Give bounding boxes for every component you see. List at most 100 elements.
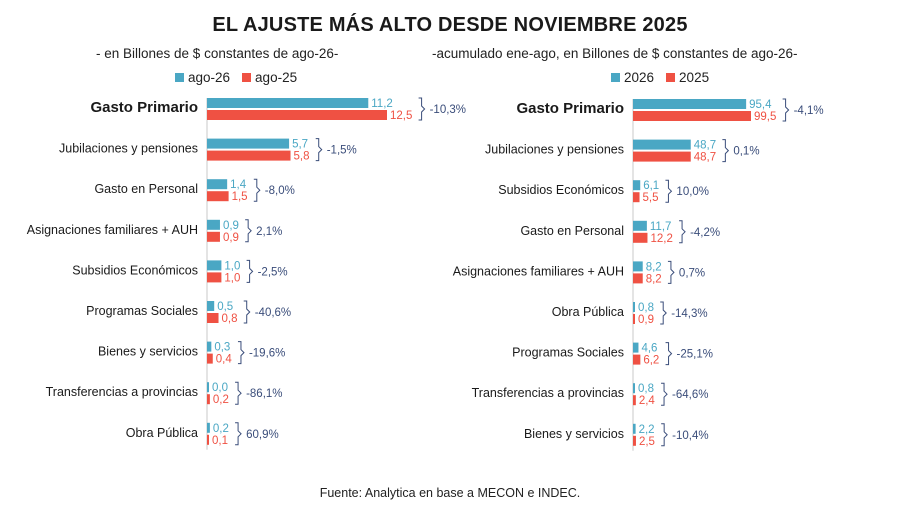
bar-series-a: [207, 382, 209, 393]
change-bracket: [253, 178, 261, 202]
legend-swatch-series-b: [242, 73, 252, 82]
data-label-series-b: 99,5: [754, 111, 776, 123]
data-label-series-a: 4,6: [641, 343, 657, 355]
category-label: Bienes y servicios: [524, 427, 624, 441]
category-label: Obra Pública: [552, 305, 624, 319]
change-bracket: [722, 139, 730, 163]
legend-swatch-series-b: [666, 73, 676, 82]
change-bracket: [245, 219, 252, 243]
change-bracket: [782, 98, 790, 122]
bar-series-b: [633, 314, 635, 324]
change-bracket: [679, 220, 686, 244]
change-label: -19,6%: [249, 348, 285, 360]
category-label: Jubilaciones y pensiones: [59, 142, 198, 156]
data-label-series-b: 0,9: [223, 232, 239, 244]
legend-label-series-a: ago-26: [188, 70, 231, 85]
data-label-series-a: 11,2: [371, 98, 393, 110]
change-label: 10,0%: [676, 186, 709, 198]
bar-series-a: [207, 138, 290, 149]
data-label-series-a: 11,7: [650, 221, 672, 233]
bar-series-b: [633, 192, 640, 203]
legend-label-series-b: ago-25: [255, 70, 298, 85]
right-chart-legend: 2026 2025: [611, 70, 721, 85]
data-label-series-b: 0,2: [213, 394, 229, 406]
legend-item-series-a: ago-26: [175, 70, 230, 85]
category-label: Asignaciones familiares + AUH: [27, 223, 198, 237]
bar-series-b: [207, 272, 222, 283]
legend-label-series-b: 2025: [679, 70, 710, 85]
change-label: -2,5%: [258, 266, 288, 278]
change-label: -10,4%: [672, 430, 708, 442]
bar-series-a: [633, 220, 647, 231]
bar-series-a: [207, 341, 212, 352]
data-label-series-b: 48,7: [694, 152, 716, 164]
category-label: Bienes y servicios: [98, 345, 198, 359]
data-label-series-b: 12,2: [650, 233, 672, 245]
category-label: Programas Sociales: [512, 346, 624, 360]
category-label: Subsidios Económicos: [72, 263, 198, 277]
category-label: Programas Sociales: [86, 304, 198, 318]
category-label: Gasto en Personal: [94, 182, 198, 196]
bar-series-b: [633, 151, 691, 162]
data-label-series-a: 1,4: [230, 179, 247, 191]
left-bar-chart: Gasto Primario 11,212,5 -10,3% Jubilaciones…: [27, 97, 466, 450]
data-label-series-b: 1,5: [232, 191, 248, 203]
change-label: -8,0%: [265, 185, 295, 197]
data-label-series-b: 12,5: [390, 110, 412, 122]
data-label-series-a: 95,4: [749, 99, 772, 111]
data-label-series-a: 0,3: [214, 342, 230, 354]
change-bracket: [235, 381, 242, 405]
data-label-series-a: 48,7: [694, 140, 716, 152]
data-label-series-b: 1,0: [224, 272, 240, 284]
bar-series-b: [633, 395, 636, 406]
bar-series-b: [207, 394, 210, 405]
data-label-series-b: 5,8: [294, 151, 310, 163]
data-label-series-b: 5,5: [643, 192, 659, 204]
category-label: Obra Pública: [126, 426, 198, 440]
category-label: Jubilaciones y pensiones: [485, 143, 624, 157]
legend-label-series-a: 2026: [624, 70, 655, 85]
bar-series-a: [207, 422, 210, 433]
change-bracket: [315, 138, 323, 162]
change-label: -1,5%: [327, 145, 357, 157]
legend-item-series-b: ago-25: [242, 70, 297, 85]
category-label: Gasto Primario: [516, 100, 624, 117]
bar-series-b: [633, 435, 636, 446]
data-label-series-a: 0,9: [223, 220, 239, 232]
change-label: -64,6%: [672, 389, 708, 401]
change-bracket: [418, 97, 426, 121]
bar-series-a: [207, 98, 369, 108]
bar-series-b: [207, 110, 387, 120]
change-bracket: [237, 341, 245, 365]
data-label-series-a: 0,0: [212, 382, 228, 394]
change-label: -40,6%: [255, 307, 291, 319]
bar-series-a: [633, 342, 639, 353]
change-bracket: [667, 260, 675, 284]
data-label-series-a: 6,1: [643, 180, 659, 192]
bar-series-b: [207, 191, 229, 202]
bar-series-a: [633, 180, 641, 191]
change-label: -4,2%: [690, 227, 720, 239]
data-label-series-a: 2,2: [639, 424, 655, 436]
bar-series-a: [633, 423, 636, 434]
data-label-series-a: 8,2: [646, 261, 662, 273]
change-label: -86,1%: [246, 388, 282, 400]
bar-series-b: [207, 313, 219, 323]
data-label-series-b: 0,1: [212, 435, 228, 447]
bar-series-a: [207, 260, 222, 271]
data-label-series-b: 2,5: [639, 436, 655, 448]
data-label-series-b: 2,4: [639, 395, 656, 407]
data-label-series-a: 0,2: [213, 423, 229, 435]
bar-series-a: [633, 383, 635, 394]
data-label-series-a: 0,8: [638, 302, 654, 314]
category-label: Transferencias a provincias: [472, 386, 624, 400]
data-label-series-a: 0,8: [638, 383, 654, 395]
change-bracket: [243, 300, 251, 324]
change-bracket: [660, 301, 667, 325]
change-bracket: [235, 422, 242, 446]
change-label: 60,9%: [246, 429, 279, 441]
data-label-series-a: 5,7: [292, 139, 308, 151]
data-label-series-b: 0,8: [222, 313, 238, 325]
left-chart-legend: ago-26 ago-25: [175, 70, 309, 85]
